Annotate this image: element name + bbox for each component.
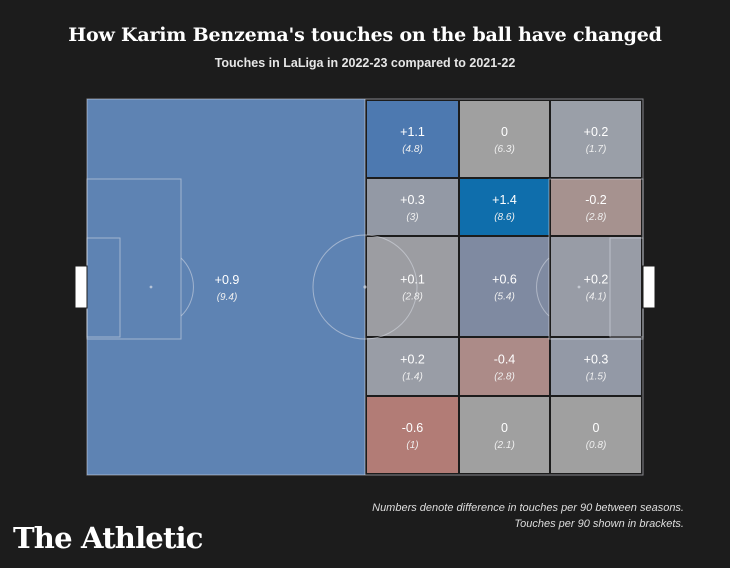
zone-diff-label: +0.3 — [584, 353, 609, 367]
zone-diff-label: +0.2 — [584, 125, 609, 139]
right-goal — [642, 265, 656, 309]
zone-diff-label: +0.2 — [584, 273, 609, 287]
zone-r5c1 — [367, 397, 458, 473]
zone-r1c2 — [460, 101, 549, 177]
zones-layer — [87, 99, 641, 475]
zone-diff-label: -0.6 — [402, 421, 424, 435]
zone-touches-label: (0.8) — [586, 440, 607, 451]
zone-diff-label: -0.2 — [585, 193, 607, 207]
zone-touches-label: (4.1) — [586, 292, 607, 303]
zone-touches-label: (3) — [406, 212, 418, 223]
zone-diff-label: +0.1 — [400, 273, 425, 287]
zone-r3c3 — [551, 237, 641, 336]
right-penalty-arc — [536, 257, 550, 317]
chart-title: How Karim Benzema's touches on the ball … — [68, 24, 662, 46]
left-penalty-spot — [149, 285, 153, 289]
zone-r1c1 — [367, 101, 458, 177]
zone-r5c2 — [460, 397, 549, 473]
left-goal — [74, 265, 88, 309]
zone-touches-label: (1.5) — [586, 372, 607, 383]
zone-r1c3 — [551, 101, 641, 177]
zone-diff-label: +0.3 — [400, 193, 425, 207]
zone-touches-label: (5.4) — [494, 292, 515, 303]
zone-r4c1 — [367, 338, 458, 395]
goals — [74, 265, 656, 309]
zone-touches-label: (2.8) — [586, 212, 607, 223]
zone-touches-label: (2.8) — [402, 292, 423, 303]
zone-diff-label: +0.9 — [215, 273, 240, 287]
zone-diff-label: 0 — [593, 421, 600, 435]
footnote: Numbers denote difference in touches per… — [372, 500, 684, 532]
zone-touches-label: (2.1) — [494, 440, 515, 451]
centre-spot — [363, 285, 367, 289]
zone-r4c2 — [460, 338, 549, 395]
zone-r3c2 — [460, 237, 549, 336]
zone-labels: +0.9 (9.4) +1.1 (4.8) 0 (6.3) +0.2 (1.7) +0.3 (3)… — [215, 125, 609, 451]
zone-diff-label: 0 — [501, 125, 508, 139]
centre-circle — [312, 234, 418, 340]
zone-touches-label: (1) — [406, 440, 418, 451]
zone-r2c2 — [460, 179, 549, 235]
right-penalty-spot — [577, 285, 581, 289]
zone-r3c1 — [367, 237, 458, 336]
zone-r2c3 — [551, 179, 641, 235]
left-penalty-arc — [180, 257, 194, 317]
zone-touches-label: (4.8) — [402, 144, 423, 155]
zone-diff-label: -0.4 — [494, 353, 516, 367]
zone-r2c1 — [367, 179, 458, 235]
footnote-line-1: Numbers denote difference in touches per… — [372, 502, 684, 514]
chart-subtitle: Touches in LaLiga in 2022-23 compared to… — [214, 56, 516, 70]
zone-touches-label: (6.3) — [494, 144, 515, 155]
zone-diff-label: +1.1 — [400, 125, 425, 139]
zone-r4c3 — [551, 338, 641, 395]
zone-touches-label: (9.4) — [217, 292, 238, 303]
zone-diff-label: +1.4 — [492, 193, 517, 207]
pitch-spots — [149, 285, 581, 289]
zone-r5c3 — [551, 397, 641, 473]
zone-touches-label: (2.8) — [494, 372, 515, 383]
zone-diff-label: +0.2 — [400, 353, 425, 367]
zone-diff-label: +0.6 — [492, 273, 517, 287]
zone-touches-label: (1.4) — [402, 372, 423, 383]
zone-touches-label: (8.6) — [494, 212, 515, 223]
zone-touches-label: (1.7) — [586, 144, 607, 155]
footnote-line-2: Touches per 90 shown in brackets. — [514, 518, 684, 530]
zone-diff-label: 0 — [501, 421, 508, 435]
the-athletic-logo: The Athletic — [13, 521, 203, 555]
zone-own-half — [87, 99, 365, 475]
